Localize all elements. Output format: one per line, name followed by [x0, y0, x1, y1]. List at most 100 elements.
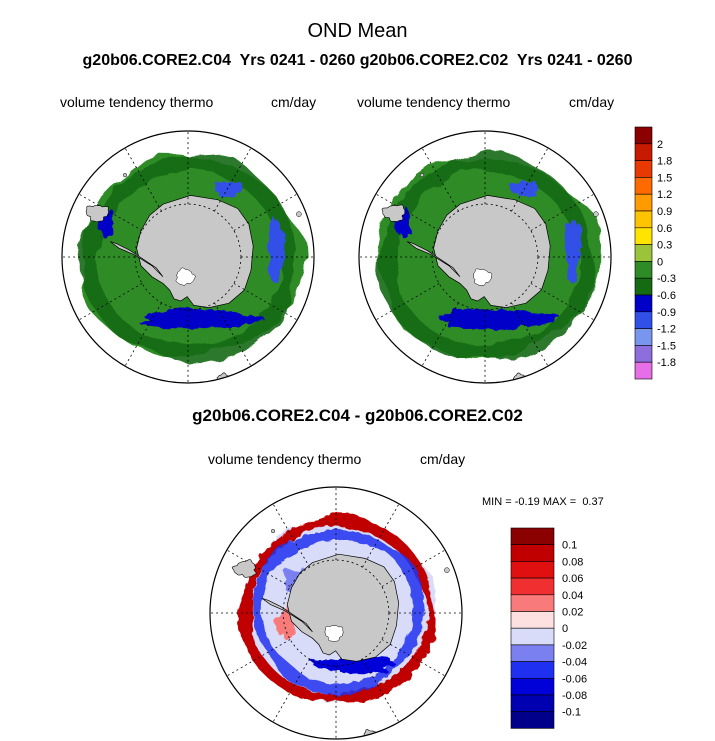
ross-sea-melt-2: [439, 308, 560, 330]
top-colorbar-box-6: [634, 227, 653, 245]
min-value: -0.19: [514, 496, 540, 508]
top-colorbar-box-2: [634, 160, 653, 178]
latitude-circle-3: [282, 559, 390, 667]
map-content-2: [359, 131, 611, 383]
map-content-3: [210, 487, 462, 739]
difference-colorbar-label-7: -0.04: [562, 657, 587, 669]
difference-colorbar: 0.1 0.08 0.06 0.04 0.02 0 -0.02 -0.04 -0.06 -0.08…: [510, 527, 587, 729]
meridian-line-1-4: [124, 302, 162, 367]
difference-colorbar-label-9: -0.08: [562, 690, 587, 702]
south-america-landmass-3: [231, 559, 257, 578]
ross-negative-patch-3: [309, 656, 395, 674]
top-colorbar-box-10: [634, 294, 653, 313]
difference-colorbar-label-4: 0.02: [562, 607, 583, 619]
meridian-line-2-4: [421, 302, 459, 367]
top-colorbar-label-11: -1.2: [657, 324, 676, 336]
weddell-ice-shelf-1: [175, 267, 196, 286]
meridian-line-2-2: [511, 302, 549, 367]
top-colorbar-box-14: [634, 361, 653, 380]
figure-subtitle: g20b06.CORE2.C04 Yrs 0241 - 0260 g20b06.…: [82, 52, 633, 69]
difference-colorbar-label-6: -0.02: [562, 640, 587, 652]
map-border-2: [358, 130, 612, 384]
falkland-island-1: [122, 173, 128, 178]
panel3-left-label: volume tendency thermo: [208, 451, 362, 467]
map-border-1: [61, 130, 315, 384]
top-colorbar-label-6: 0.3: [657, 240, 672, 252]
top-colorbar-box-4: [634, 193, 653, 212]
difference-colorbar-label-10: -0.1: [562, 707, 581, 719]
difference-colorbar-box-6: [510, 627, 555, 646]
latitude-circle-1: [134, 203, 242, 311]
meridian-line-3-10: [362, 503, 400, 568]
top-colorbar-box-7: [634, 244, 653, 262]
kerguelen-island-3: [444, 567, 450, 573]
top-colorbar-label-8: -0.3: [657, 273, 676, 285]
weddell-ice-shelf-2: [473, 268, 493, 286]
top-colorbar-label-1: 1.8: [657, 156, 672, 168]
difference-colorbar-label-8: -0.06: [562, 673, 587, 685]
difference-colorbar-box-9: [510, 677, 555, 696]
antarctic-peninsula-1: [109, 241, 164, 278]
difference-colorbar-box-2: [510, 561, 555, 579]
top-colorbar-label-4: 0.9: [657, 206, 672, 218]
antarctic-peninsula-3: [261, 597, 313, 633]
meridian-line-1-7: [78, 193, 143, 231]
difference-colorbar-box-8: [510, 661, 555, 679]
top-colorbar-label-10: -0.9: [657, 307, 676, 319]
latitude-circle-2: [431, 203, 539, 311]
falkland-island-3: [270, 529, 276, 534]
meridian-line-1-1: [233, 283, 298, 321]
polar-map-panel-1: [61, 130, 315, 384]
top-colorbar-box-12: [634, 328, 653, 346]
panel2-right-label: cm/day: [569, 94, 615, 110]
meridian-line-3-8: [272, 503, 310, 568]
meridian-line-1-5: [78, 283, 143, 321]
difference-colorbar-box-7: [510, 644, 555, 662]
meridian-line-2-10: [511, 147, 549, 212]
top-colorbar-label-7: 0: [657, 256, 663, 268]
map-content-1: [62, 131, 314, 383]
top-colorbar-box-8: [634, 261, 653, 279]
difference-colorbar-label-3: 0.04: [562, 590, 583, 602]
meridian-line-2-8: [421, 147, 459, 212]
map-border-3: [209, 486, 463, 740]
difference-colorbar-box-1: [510, 544, 555, 562]
top-colorbar-label-13: -1.8: [657, 357, 676, 369]
top-colorbar-box-9: [634, 277, 653, 296]
polar-map-panel-2: [358, 130, 612, 384]
top-colorbar-label-5: 0.6: [657, 223, 672, 235]
top-colorbar-label-2: 1.5: [657, 172, 672, 184]
meridian-line-1-10: [214, 147, 252, 212]
south-america-landmass-1: [85, 205, 109, 223]
meridian-line-3-5: [226, 639, 291, 677]
south-america-landmass-2: [381, 204, 406, 222]
top-colorbar-label-12: -1.5: [657, 340, 676, 352]
polar-map-panel-3: [209, 486, 463, 740]
max-label: MAX =: [542, 496, 577, 508]
difference-title: g20b06.CORE2.C04 - g20b06.CORE2.C02: [192, 406, 523, 425]
east-melt-patch-1: [268, 214, 286, 284]
difference-colorbar-box-3: [510, 577, 555, 596]
kerguelen-island-2: [593, 211, 599, 217]
difference-colorbar-box-4: [510, 594, 555, 612]
top-colorbar: 2 1.8 1.5 1.2 0.9 0.6 0.3 0 -0.3 -0.6 -0.9 -1.2 -1.5…: [634, 126, 676, 380]
difference-colorbar-box-11: [510, 711, 555, 729]
top-colorbar-box-13: [634, 345, 653, 363]
panel1-right-label: cm/day: [271, 94, 317, 110]
meridian-line-3-11: [381, 549, 446, 587]
meridian-line-1-11: [233, 193, 298, 231]
falkland-island-2: [419, 173, 425, 178]
meridian-line-3-7: [226, 549, 291, 587]
top-colorbar-label-9: -0.6: [657, 290, 676, 302]
meridian-line-3-2: [362, 658, 400, 723]
difference-colorbar-label-2: 0.06: [562, 573, 583, 585]
top-colorbar-box-3: [634, 177, 653, 195]
top-colorbar-label-3: 1.2: [657, 189, 672, 201]
kerguelen-island-1: [296, 211, 302, 217]
top-colorbar-box-1: [634, 143, 653, 161]
top-colorbar-label-0: 2: [657, 139, 663, 151]
min-label: MIN =: [482, 496, 512, 508]
east-melt-patch-2: [564, 219, 582, 285]
panel2-left-label: volume tendency thermo: [357, 94, 511, 110]
